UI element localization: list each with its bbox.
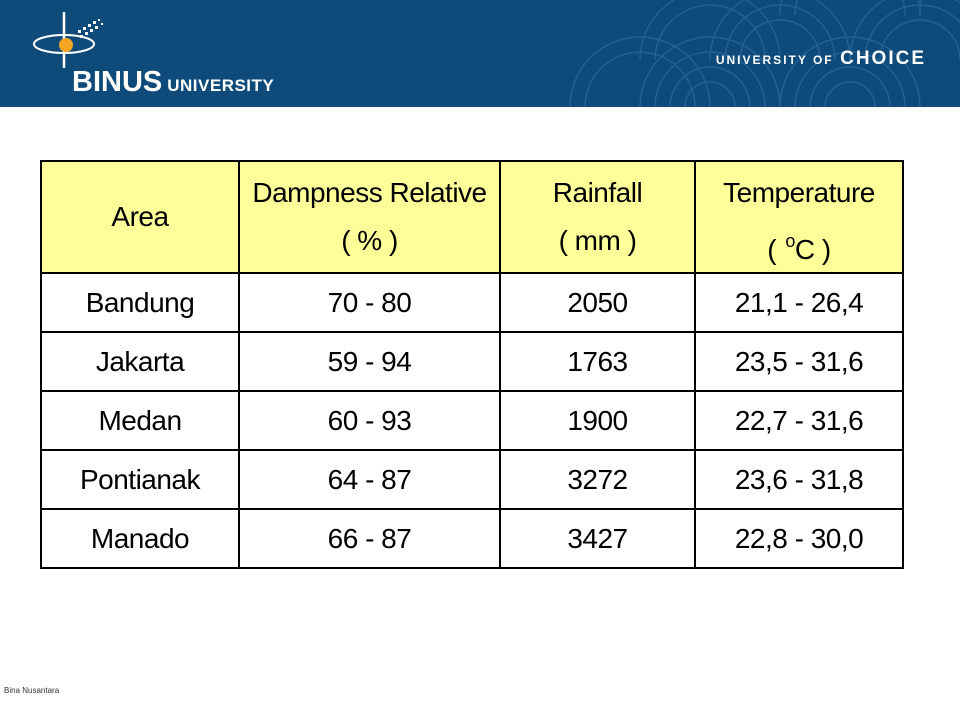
header-temperature: Temperature ( oC ) <box>694 160 904 274</box>
logo-main-text: BINUS <box>72 66 163 98</box>
header-rainfall-unit: ( mm ) <box>558 225 637 256</box>
table-row: Pontianak 64 - 87 3272 23,6 - 31,8 <box>40 449 904 510</box>
cell-rainfall: 1900 <box>499 390 696 451</box>
logo-sub-text: UNIVERSITY <box>167 76 275 95</box>
cell-area: Bandung <box>40 272 240 333</box>
tagline-prefix: UNIVERSITY OF <box>715 53 834 67</box>
header-dampness-label: Dampness Relative <box>252 177 487 208</box>
cell-dampness: 64 - 87 <box>238 449 501 510</box>
logo-wordmark: BINUS UNIVERSITY <box>72 66 274 99</box>
cell-temperature: 22,8 - 30,0 <box>694 508 904 569</box>
header-rainfall: Rainfall ( mm ) <box>499 160 696 274</box>
cell-dampness: 70 - 80 <box>238 272 501 333</box>
table-row: Jakarta 59 - 94 1763 23,5 - 31,6 <box>40 331 904 392</box>
footer-text: Bina Nusantara <box>4 686 60 695</box>
cell-rainfall: 2050 <box>499 272 696 333</box>
cell-rainfall: 3427 <box>499 508 696 569</box>
header-banner: BINUS UNIVERSITY UNIVERSITY OF CHOICE <box>0 0 960 107</box>
tagline: UNIVERSITY OF CHOICE <box>716 48 926 70</box>
cell-dampness: 60 - 93 <box>238 390 501 451</box>
logo-mark-icon <box>33 12 103 68</box>
header-temperature-unit: ( oC ) <box>696 217 902 265</box>
header-dampness-unit: ( % ) <box>341 225 398 256</box>
tagline-emphasis: CHOICE <box>840 48 926 69</box>
table-row: Bandung 70 - 80 2050 21,1 - 26,4 <box>40 272 904 333</box>
header-rainfall-label: Rainfall <box>552 177 643 208</box>
cell-temperature: 23,6 - 31,8 <box>694 449 904 510</box>
header-temperature-label: Temperature <box>723 177 875 208</box>
wave-pattern <box>569 0 960 107</box>
cell-temperature: 21,1 - 26,4 <box>694 272 904 333</box>
temp-unit-close: C ) <box>794 234 831 265</box>
binus-logo[interactable]: BINUS UNIVERSITY <box>28 10 298 100</box>
table-header-row: Area Dampness Relative ( % ) Rainfall ( … <box>40 160 904 274</box>
cell-temperature: 22,7 - 31,6 <box>694 390 904 451</box>
cell-dampness: 59 - 94 <box>238 331 501 392</box>
cell-area: Pontianak <box>40 449 240 510</box>
temp-unit-open: ( <box>767 234 784 265</box>
header-area-label: Area <box>111 201 169 232</box>
table-row: Manado 66 - 87 3427 22,8 - 30,0 <box>40 508 904 569</box>
cell-area: Jakarta <box>40 331 240 392</box>
cell-area: Manado <box>40 508 240 569</box>
cell-dampness: 66 - 87 <box>238 508 501 569</box>
cell-rainfall: 3272 <box>499 449 696 510</box>
header-dampness: Dampness Relative ( % ) <box>238 160 501 274</box>
table-row: Medan 60 - 93 1900 22,7 - 31,6 <box>40 390 904 451</box>
degree-symbol: o <box>785 231 795 251</box>
climate-table: Area Dampness Relative ( % ) Rainfall ( … <box>40 160 904 569</box>
header-area: Area <box>40 160 240 274</box>
cell-area: Medan <box>40 390 240 451</box>
cell-temperature: 23,5 - 31,6 <box>694 331 904 392</box>
cell-rainfall: 1763 <box>499 331 696 392</box>
